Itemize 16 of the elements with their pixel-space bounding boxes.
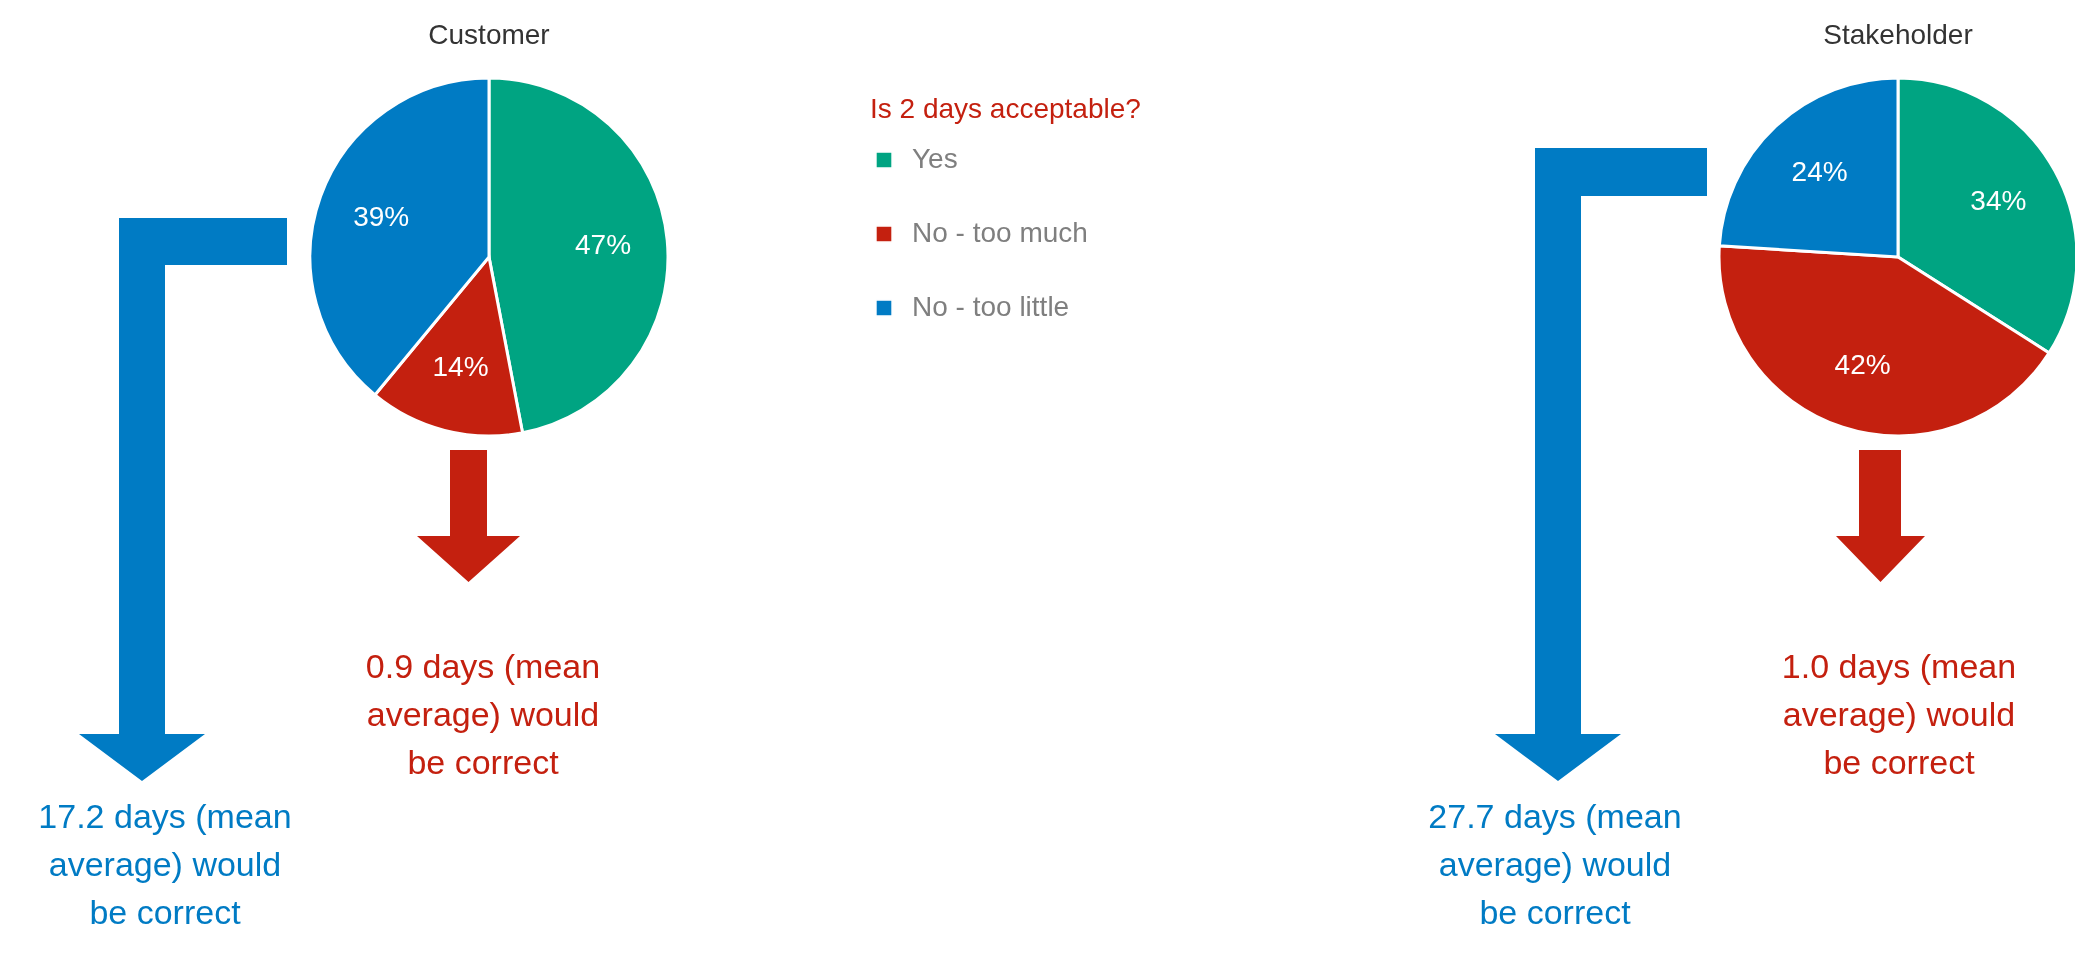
chart-title: Stakeholder [1823,19,1973,50]
chart-title: Customer [428,19,550,50]
data-label: 24% [1791,156,1848,188]
legend-title: Is 2 days acceptable? [870,93,1141,124]
text: 1.0 days (mean average) would be correct [1780,646,2018,783]
legend-label: No - too much [912,217,1088,248]
text: 0.9 days (mean average) would be correct [364,646,602,783]
data-label: 34% [1970,184,2027,216]
data-label: 14% [432,350,489,382]
legend-label: Yes [912,143,958,174]
text: 17.2 days (mean average) would be correct [37,796,293,933]
data-label: 42% [1834,348,1891,380]
data-label: 47% [575,229,632,261]
text: 27.7 days (mean average) would be correct [1427,796,1683,933]
legend-label: No - too little [912,291,1070,322]
data-label: 39% [353,201,410,233]
